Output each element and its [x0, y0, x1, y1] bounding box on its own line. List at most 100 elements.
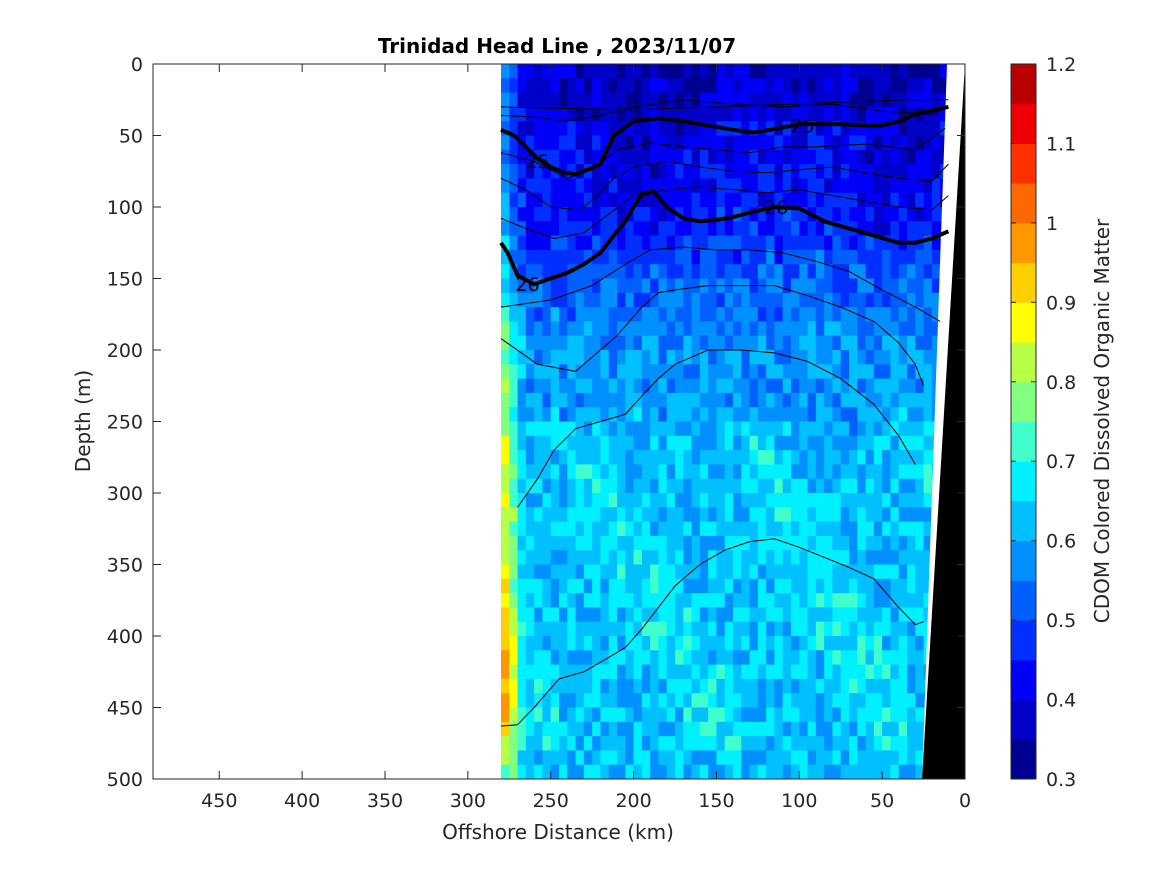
heatmap-cell — [708, 378, 718, 394]
heatmap-cell — [675, 493, 684, 508]
heatmap-cell — [766, 750, 776, 766]
heatmap-cell — [658, 507, 668, 523]
heatmap-cell — [832, 621, 842, 637]
heatmap-cell — [716, 636, 726, 651]
heatmap-cell — [691, 364, 701, 380]
colorbar-segment — [1011, 659, 1036, 701]
heatmap-cell — [898, 578, 908, 594]
heatmap-cell — [641, 378, 651, 394]
heatmap-cell — [608, 278, 618, 294]
heatmap-cell — [708, 121, 718, 137]
heatmap-cell — [931, 321, 941, 337]
heatmap-cell — [857, 378, 867, 394]
heatmap-cell — [592, 564, 602, 580]
heatmap-cell — [683, 64, 693, 79]
heatmap-cell — [666, 464, 676, 480]
heatmap-cell — [691, 292, 701, 308]
heatmap-cell — [699, 507, 709, 523]
heatmap-cell — [749, 607, 759, 623]
heatmap-cell — [633, 321, 643, 337]
heatmap-cell — [501, 721, 510, 737]
heatmap-cell — [807, 164, 817, 179]
heatmap-cell — [873, 478, 883, 494]
heatmap-cell — [733, 407, 742, 423]
heatmap-cell — [757, 292, 767, 308]
x-tick-label: 0 — [959, 790, 971, 812]
heatmap-cell — [782, 207, 792, 222]
heatmap-cell — [873, 693, 883, 709]
colorbar-segment — [1011, 381, 1036, 422]
heatmap-cell — [857, 550, 867, 566]
heatmap-cell — [600, 636, 610, 651]
heatmap-cell — [559, 264, 568, 280]
heatmap-cell — [898, 350, 908, 365]
heatmap-cell — [774, 321, 784, 337]
heatmap-cell — [873, 364, 883, 380]
heatmap-cell — [509, 521, 519, 537]
heatmap-cell — [509, 464, 519, 480]
heatmap-cell — [617, 207, 626, 222]
heatmap-cell — [600, 764, 610, 779]
heatmap-cell — [865, 435, 875, 451]
heatmap-cell — [733, 493, 742, 508]
heatmap-cell — [641, 307, 651, 322]
heatmap-cell — [807, 407, 817, 423]
heatmap-cell — [733, 736, 742, 751]
heatmap-cell — [774, 221, 784, 237]
heatmap-cell — [898, 450, 908, 465]
heatmap-cell — [757, 521, 767, 537]
heatmap-cell — [517, 550, 527, 566]
heatmap-cell — [683, 521, 693, 537]
heatmap-cell — [542, 192, 552, 208]
heatmap-cell — [898, 478, 908, 494]
heatmap-cell — [666, 507, 676, 523]
heatmap-cell — [807, 221, 817, 237]
heatmap-cell — [815, 264, 825, 280]
heatmap-cell — [501, 564, 510, 580]
heatmap-cell — [890, 149, 900, 165]
heatmap-cell — [658, 636, 668, 651]
heatmap-cell — [799, 664, 809, 680]
heatmap-cell — [849, 421, 858, 437]
heatmap-cell — [898, 564, 908, 580]
heatmap-cell — [749, 378, 759, 394]
heatmap-cell — [534, 378, 544, 394]
heatmap-cell — [600, 707, 610, 723]
heatmap-cell — [525, 78, 535, 94]
heatmap-cell — [683, 721, 693, 737]
heatmap-cell — [641, 593, 651, 608]
heatmap-cell — [534, 135, 544, 151]
heatmap-cell — [815, 707, 825, 723]
heatmap-cell — [675, 664, 684, 680]
heatmap-cell — [915, 650, 925, 666]
heatmap-cell — [791, 407, 800, 423]
heatmap-cell — [633, 507, 643, 523]
heatmap-cell — [799, 421, 809, 437]
heatmap-cell — [550, 650, 560, 666]
heatmap-cell — [592, 507, 602, 523]
heatmap-cell — [625, 521, 635, 537]
colorbar-label: CDOM Colored Dissolved Organic Matter — [1090, 218, 1114, 623]
heatmap-cell — [625, 650, 635, 666]
heatmap-cell — [608, 621, 618, 637]
heatmap-cell — [890, 593, 900, 608]
heatmap-cell — [716, 221, 726, 237]
heatmap-cell — [890, 707, 900, 723]
heatmap-cell — [650, 678, 660, 694]
heatmap-cell — [534, 450, 544, 465]
heatmap-cell — [907, 378, 916, 394]
heatmap-cell — [575, 493, 585, 508]
heatmap-cell — [749, 321, 759, 337]
heatmap-cell — [815, 121, 825, 137]
heatmap-cell — [791, 149, 800, 165]
heatmap-cell — [873, 421, 883, 437]
colorbar-tick-label: 1 — [1046, 213, 1058, 235]
heatmap-cell — [534, 64, 544, 79]
heatmap-cell — [724, 207, 734, 222]
heatmap-cell — [733, 135, 742, 151]
heatmap-cell — [733, 678, 742, 694]
heatmap-cell — [542, 707, 552, 723]
heatmap-cell — [666, 578, 676, 594]
heatmap-cell — [666, 264, 676, 280]
heatmap-cell — [799, 736, 809, 751]
